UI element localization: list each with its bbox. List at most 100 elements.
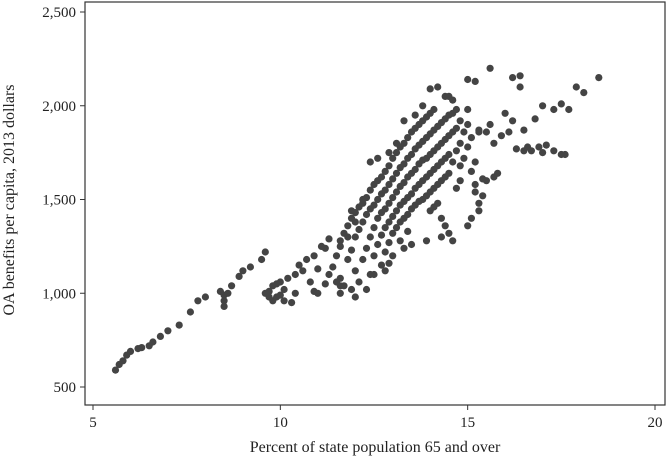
data-point [475, 199, 483, 207]
data-point [389, 194, 397, 202]
data-point [359, 195, 367, 204]
data-point [407, 150, 416, 159]
data-point [490, 139, 498, 147]
data-point [325, 270, 333, 279]
data-point [389, 252, 397, 260]
data-point [471, 188, 479, 196]
data-point [452, 124, 460, 132]
data-point [516, 72, 524, 80]
x-tick-label: 15 [460, 415, 475, 431]
data-point [434, 83, 442, 91]
data-point [460, 128, 468, 136]
data-point [344, 222, 352, 230]
data-point [441, 92, 449, 100]
data-point [280, 297, 288, 305]
data-point [370, 270, 378, 279]
data-point [377, 173, 386, 181]
data-point [550, 147, 558, 155]
data-point [580, 89, 588, 97]
x-axis-title: Percent of state population 65 and over [250, 439, 501, 456]
data-point [265, 287, 273, 295]
x-tick-label: 5 [89, 415, 97, 431]
data-point [392, 188, 401, 196]
data-point [220, 297, 228, 305]
data-points [111, 64, 603, 374]
data-point [381, 248, 389, 256]
data-point [351, 293, 359, 301]
data-point [321, 244, 329, 252]
data-point [381, 167, 389, 175]
data-point [385, 239, 393, 247]
data-point [303, 255, 311, 264]
data-point [467, 214, 475, 222]
data-point [381, 186, 389, 194]
data-point [400, 139, 408, 147]
data-point [565, 105, 573, 114]
data-point [557, 100, 565, 108]
data-point [329, 263, 337, 271]
plot-frame [84, 1, 666, 406]
data-point [288, 299, 296, 307]
data-point [381, 205, 389, 213]
data-point [314, 265, 322, 273]
data-point [362, 285, 371, 294]
data-point [471, 77, 479, 85]
data-point [201, 293, 209, 301]
data-point [374, 154, 382, 162]
data-point [374, 240, 382, 249]
data-point [392, 139, 401, 147]
data-point [310, 287, 318, 295]
data-point [464, 222, 472, 230]
data-point [445, 169, 453, 177]
data-point [385, 259, 393, 267]
data-point [392, 207, 401, 215]
data-point [471, 180, 479, 189]
data-point [456, 177, 464, 185]
data-point [396, 237, 404, 245]
data-point [561, 150, 569, 159]
data-point [456, 117, 464, 125]
data-point [119, 357, 127, 365]
data-point [164, 327, 172, 335]
data-point [332, 252, 341, 260]
data-point [434, 199, 442, 207]
data-point [426, 85, 434, 93]
data-point [280, 285, 288, 294]
data-point [336, 237, 344, 245]
data-point [392, 169, 401, 177]
data-point [430, 105, 438, 114]
y-tick-label: 1,500 [42, 193, 76, 209]
data-point [512, 145, 521, 153]
data-point [377, 261, 386, 269]
data-point [291, 289, 299, 297]
data-point [284, 274, 292, 282]
data-point [239, 267, 247, 275]
data-point [381, 224, 389, 232]
data-point [385, 180, 393, 189]
data-point [362, 210, 371, 219]
data-point [347, 285, 356, 294]
data-point [460, 154, 468, 162]
data-point [595, 74, 603, 82]
data-point [194, 297, 202, 305]
data-point [389, 154, 397, 162]
data-point [572, 83, 580, 91]
data-point [258, 255, 266, 264]
data-point [344, 255, 352, 264]
data-point [111, 366, 120, 374]
y-tick-label: 2,000 [42, 99, 76, 115]
data-point [475, 126, 483, 134]
data-point [508, 117, 517, 125]
data-point [220, 302, 228, 310]
data-point [452, 105, 460, 114]
data-point [366, 186, 374, 194]
data-point [482, 128, 490, 136]
data-point [156, 332, 164, 340]
data-point [385, 218, 393, 226]
data-point [508, 74, 517, 82]
data-point [404, 227, 412, 235]
data-point [362, 244, 371, 252]
y-tick-label: 500 [54, 380, 77, 396]
data-point [347, 246, 356, 254]
